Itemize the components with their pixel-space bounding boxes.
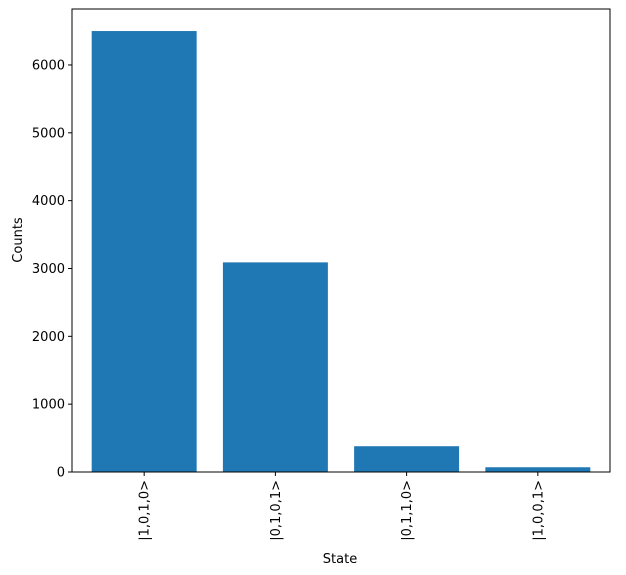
x-tick-label: |0,1,0,1> (269, 480, 284, 541)
y-tick-label: 2000 (32, 330, 65, 345)
y-tick-label: 0 (57, 466, 65, 481)
y-tick-label: 6000 (32, 58, 65, 73)
plot-frame (71, 8, 611, 473)
y-tick-label: 5000 (32, 126, 65, 141)
x-axis-label: State (323, 552, 357, 567)
x-tick-label: |1,0,0,1> (531, 480, 546, 541)
x-tick-label: |0,1,1,0> (400, 480, 415, 541)
bar (91, 31, 197, 473)
bar (485, 467, 591, 472)
y-tick-label: 3000 (32, 262, 65, 277)
y-axis-label: Counts (11, 217, 26, 263)
bar (354, 446, 460, 472)
bar (222, 262, 328, 472)
y-tick-label: 4000 (32, 194, 65, 209)
y-tick-label: 1000 (32, 398, 65, 413)
x-tick-label: |1,0,1,0> (138, 480, 153, 541)
